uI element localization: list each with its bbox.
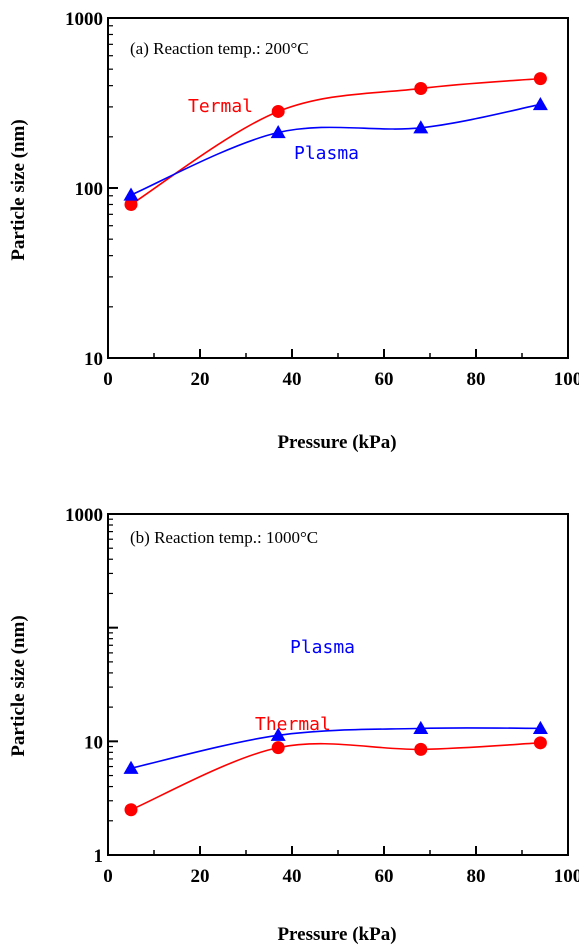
fit-curve-termal <box>130 77 541 206</box>
data-point-circle <box>533 736 547 750</box>
chart-b-tick-labels: 0 20 40 60 80 100 1 10 1000 <box>65 505 579 887</box>
data-point-circle <box>271 741 285 755</box>
data-point-triangle <box>413 720 429 735</box>
chart-b: 0 20 40 60 80 100 1 10 1000 (b) Reaction temp.: … <box>8 505 579 945</box>
chart-b-x-axis-label: Pressure (kPa) <box>277 924 396 945</box>
x-tick-label: 60 <box>375 369 394 390</box>
chart-a-tick-labels: 0 20 40 60 80 100 10 100 1000 <box>65 9 579 390</box>
x-tick-label: 40 <box>283 369 302 390</box>
fit-curve-thermal <box>130 742 541 811</box>
data-point-triangle <box>270 727 286 741</box>
data-point-circle <box>533 72 547 86</box>
chart-a-ticks <box>107 17 569 359</box>
data-point-triangle <box>123 187 139 201</box>
chart-b-annotation: (b) Reaction temp.: 1000°C <box>130 528 318 547</box>
y-tick-label: 1000 <box>65 9 103 30</box>
x-tick-label: 20 <box>191 866 210 887</box>
data-point-triangle <box>123 760 139 774</box>
x-tick-label: 60 <box>375 866 394 887</box>
y-tick-label: 10 <box>84 349 103 370</box>
x-tick-label: 100 <box>554 369 579 390</box>
fit-curve-plasma <box>130 103 541 196</box>
x-tick-label: 0 <box>103 866 113 887</box>
x-tick-label: 100 <box>554 866 579 887</box>
data-point-triangle <box>270 125 286 139</box>
y-tick-label: 100 <box>75 179 104 200</box>
data-point-triangle <box>532 96 548 111</box>
chart-b-ticks <box>107 513 569 856</box>
data-point-triangle <box>413 120 429 134</box>
fit-curve-plasma <box>130 727 541 770</box>
chart-b-y-axis-label: Particle size (nm) <box>8 615 29 756</box>
chart-b-series-label-plasma: Plasma <box>290 637 355 658</box>
data-point-circle <box>124 803 138 817</box>
data-point-circle <box>271 104 285 118</box>
chart-a-series-label-plasma: Plasma <box>294 143 359 164</box>
chart-a-points <box>123 72 548 211</box>
chart-a-annotation: (a) Reaction temp.: 200°C <box>130 39 309 58</box>
x-tick-label: 80 <box>467 866 486 887</box>
x-tick-label: 80 <box>467 369 486 390</box>
chart-b-series-label-thermal: Thermal <box>255 714 331 735</box>
x-tick-label: 0 <box>103 369 113 390</box>
chart-a-series-label-thermal: Termal <box>188 96 253 117</box>
chart-a-fit-curves <box>130 77 541 206</box>
y-tick-label: 1 <box>94 846 104 867</box>
chart-b-points <box>123 720 548 817</box>
data-point-circle <box>414 81 428 95</box>
chart-b-plot-frame <box>107 513 569 856</box>
y-tick-label: 1000 <box>65 505 103 526</box>
data-point-circle <box>124 197 138 211</box>
y-tick-label: 10 <box>84 732 103 753</box>
data-point-circle <box>414 742 428 756</box>
data-point-triangle <box>532 720 548 735</box>
chart-a-x-axis-label: Pressure (kPa) <box>277 432 396 453</box>
chart-b-fit-curves <box>130 727 541 811</box>
x-tick-label: 20 <box>191 369 210 390</box>
chart-a-plot-frame <box>107 17 569 359</box>
x-tick-label: 40 <box>283 866 302 887</box>
chart-a: 0 20 40 60 80 100 10 100 1000 (a) Reaction temp.… <box>8 9 579 453</box>
chart-a-y-axis-label: Particle size (nm) <box>8 119 29 260</box>
